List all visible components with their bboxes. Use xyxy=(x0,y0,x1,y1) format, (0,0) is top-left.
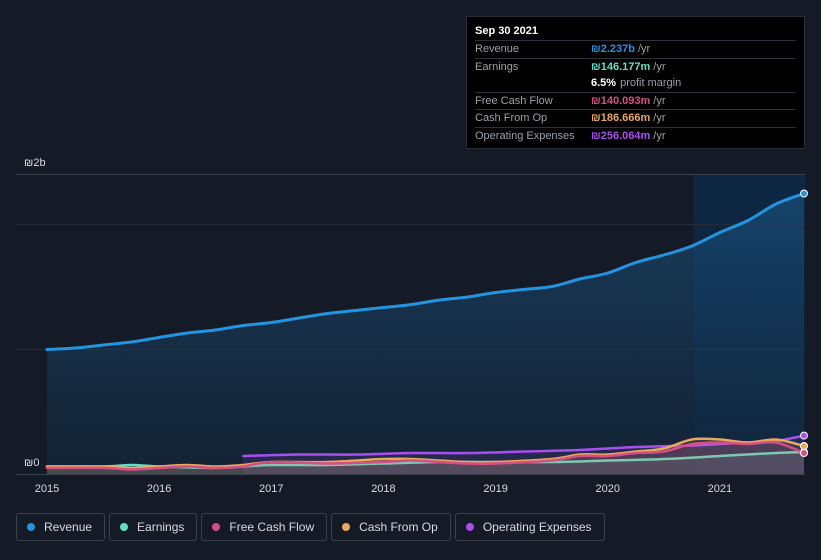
x-tick-label: 2021 xyxy=(708,483,732,495)
series-line-cash-from-op xyxy=(45,437,806,470)
tooltip-unit: profit margin xyxy=(620,77,682,90)
tooltip-value: ₪256.064m xyxy=(591,129,651,142)
legend-label: Operating Expenses xyxy=(482,520,592,534)
tooltip-unit: /yr xyxy=(653,112,666,125)
tooltip-row: Revenue ₪2.237b/yr xyxy=(475,40,796,58)
legend-label: Revenue xyxy=(44,520,93,534)
tooltip-row: Free Cash Flow ₪140.093m/yr xyxy=(475,91,796,110)
tooltip-unit: /yr xyxy=(653,60,666,73)
y-tick-label-zero: ₪0 xyxy=(24,457,39,469)
legend-item-revenue[interactable]: Revenue xyxy=(16,513,106,541)
series-end-point-cash-from-op xyxy=(800,441,808,450)
tooltip: Sep 30 2021 Revenue ₪2.237b/yr Earnings ₪14… xyxy=(466,16,805,149)
tooltip-unit: /yr xyxy=(653,129,666,142)
tooltip-row: Earnings ₪146.177m/yr xyxy=(475,57,796,76)
series-line-free-cash-flow xyxy=(45,440,806,471)
legend-dot-icon xyxy=(120,523,129,531)
tooltip-value: ₪146.177m xyxy=(591,60,651,73)
y-tick-label-top: ₪2b xyxy=(24,157,46,169)
tooltip-row: Cash From Op ₪186.666m/yr xyxy=(475,109,796,127)
tooltip-value: ₪2.237b xyxy=(591,43,635,55)
tooltip-value: 6.5% xyxy=(591,77,617,90)
tooltip-label: Cash From Op xyxy=(475,112,548,125)
series-end-point-free-cash-flow xyxy=(800,449,808,457)
legend-label: Earnings xyxy=(137,520,185,534)
tooltip-label: Free Cash Flow xyxy=(475,94,553,107)
x-tick-label: 2019 xyxy=(483,483,507,495)
series-end-point-operating-expenses xyxy=(800,431,808,440)
series-end-point-revenue xyxy=(800,189,808,198)
legend: Revenue Earnings Free Cash Flow Cash From O… xyxy=(16,513,605,541)
legend-label: Cash From Op xyxy=(359,520,438,534)
legend-dot-icon xyxy=(27,523,35,531)
tooltip-date: Sep 30 2021 xyxy=(475,25,538,37)
series-line-revenue xyxy=(45,192,806,351)
series-area-cash-from-op xyxy=(47,438,804,474)
tooltip-unit: /yr xyxy=(653,94,666,107)
x-tick-label: 2015 xyxy=(35,483,59,495)
tooltip-label: Earnings xyxy=(475,60,519,73)
x-tick-label: 2017 xyxy=(259,483,283,495)
x-tick-label: 2016 xyxy=(147,483,171,495)
tooltip-value: ₪140.093m xyxy=(591,94,651,107)
tooltip-unit: /yr xyxy=(637,43,651,55)
legend-item-earnings[interactable]: Earnings xyxy=(109,513,198,541)
x-tick-label: 2020 xyxy=(595,483,619,495)
legend-item-free-cash-flow[interactable]: Free Cash Flow xyxy=(201,513,328,541)
legend-item-cash-from-op[interactable]: Cash From Op xyxy=(331,513,451,541)
tooltip-label: Revenue xyxy=(475,43,520,55)
legend-dot-icon xyxy=(465,523,474,531)
legend-dot-icon xyxy=(212,523,221,531)
tooltip-row: Operating Expenses ₪256.064m/yr xyxy=(475,126,796,145)
legend-label: Free Cash Flow xyxy=(229,520,315,534)
legend-item-operating-expenses[interactable]: Operating Expenses xyxy=(454,513,605,541)
legend-dot-icon xyxy=(342,523,351,531)
tooltip-value: ₪186.666m xyxy=(591,112,651,125)
chart-area: ₪2b ₪0 2015 2016 2017 2018 2019 2020 2021 xyxy=(16,157,808,495)
tooltip-label: Operating Expenses xyxy=(475,129,575,142)
x-tick-label: 2018 xyxy=(371,483,395,495)
tooltip-label xyxy=(475,75,591,92)
series-area-free-cash-flow xyxy=(47,442,804,474)
tooltip-row: 6.5% profit margin xyxy=(475,75,796,92)
series-area-revenue xyxy=(47,193,804,474)
